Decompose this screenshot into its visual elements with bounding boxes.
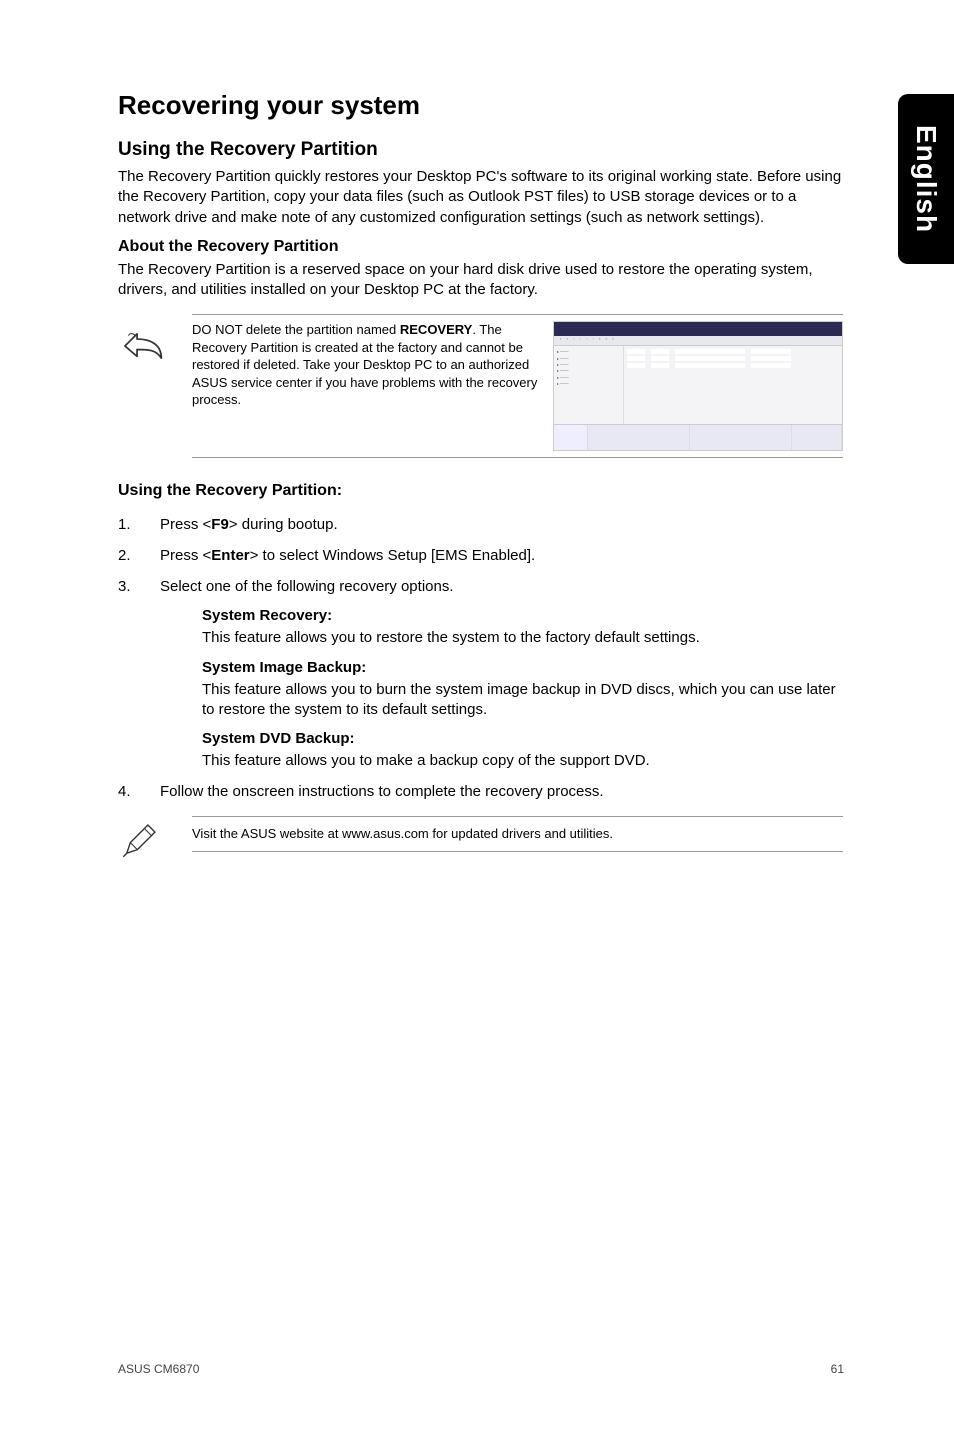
step-2: Press <Enter> to select Windows Setup [E… <box>118 545 843 566</box>
step-3: Select one of the following recovery opt… <box>118 576 843 771</box>
option-text-image-backup: This feature allows you to burn the syst… <box>202 680 843 721</box>
footer-model: ASUS CM6870 <box>118 1362 199 1376</box>
language-tab-label: English <box>910 125 942 233</box>
page-title: Recovering your system <box>118 90 843 121</box>
about-paragraph: The Recovery Partition is a reserved spa… <box>118 260 843 301</box>
steps-list: Press <F9> during bootup. Press <Enter> … <box>118 514 843 802</box>
subheading-about: About the Recovery Partition <box>118 238 843 256</box>
warning-text: DO NOT delete the partition named RECOVE… <box>192 321 539 409</box>
pencil-icon <box>118 816 174 867</box>
intro-paragraph: The Recovery Partition quickly restores … <box>118 167 843 228</box>
option-text-dvd-backup: This feature allows you to make a backup… <box>202 751 843 771</box>
option-heading-recovery: System Recovery: <box>202 605 843 626</box>
subheading-using: Using the Recovery Partition: <box>118 482 843 500</box>
option-text-recovery: This feature allows you to restore the s… <box>202 628 843 648</box>
info-note: Visit the ASUS website at www.asus.com f… <box>118 816 843 867</box>
section-heading-using-partition: Using the Recovery Partition <box>118 139 843 161</box>
option-heading-dvd-backup: System DVD Backup: <box>202 728 843 749</box>
language-tab: English <box>898 94 954 264</box>
warning-note: DO NOT delete the partition named RECOVE… <box>118 314 843 458</box>
footer-page-number: 61 <box>831 1362 844 1376</box>
option-heading-image-backup: System Image Backup: <box>202 657 843 678</box>
disk-management-screenshot: ▪ ▪ ▫ ▫ ▫ ▫ ▪ ▪ ▪ ▸ ───▸ ───▸ ───▸ ───▸ … <box>553 321 843 451</box>
hand-icon <box>118 314 174 377</box>
step-4: Follow the onscreen instructions to comp… <box>118 781 843 802</box>
page-content: Recovering your system Using the Recover… <box>118 90 843 867</box>
page-footer: ASUS CM6870 61 <box>118 1362 844 1376</box>
step-1: Press <F9> during bootup. <box>118 514 843 535</box>
info-note-text: Visit the ASUS website at www.asus.com f… <box>192 825 843 843</box>
